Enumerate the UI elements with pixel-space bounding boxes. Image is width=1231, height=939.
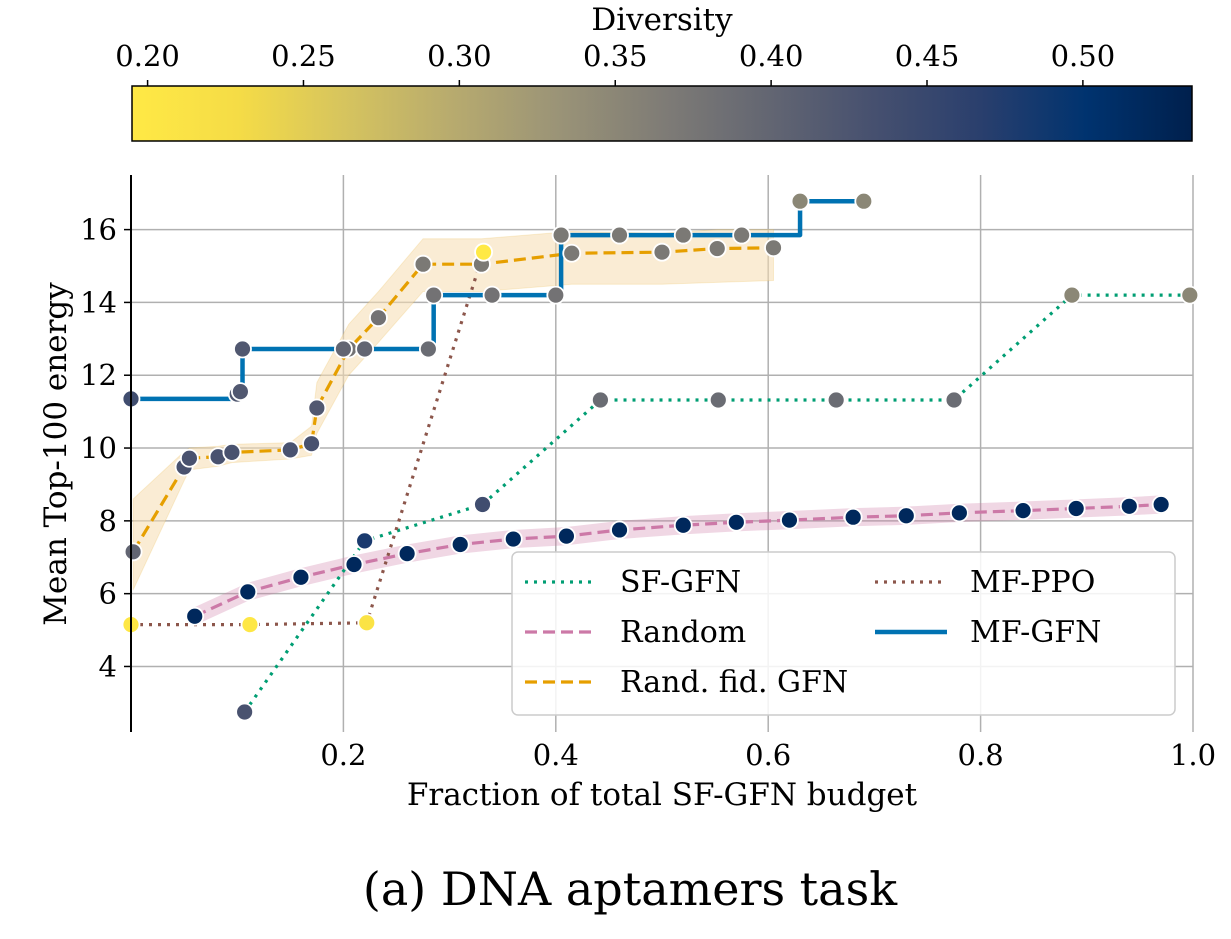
y-tick-label: 8	[99, 504, 117, 538]
legend-label-mf-gfn: MF-GFN	[970, 615, 1101, 650]
mf-gfn-point	[790, 191, 810, 211]
y-axis-title: Mean Top-100 energy	[38, 282, 74, 626]
y-tick-label: 14	[80, 285, 117, 319]
y-tick-labels: 4 6 8 10 12 14 16	[80, 213, 131, 683]
mf-gfn-point	[673, 225, 693, 245]
mf-gfn-point	[333, 339, 353, 359]
series-markers	[121, 191, 1200, 722]
random-point	[1119, 496, 1139, 516]
colorbar-tick-label: 0.35	[583, 39, 648, 73]
legend: SF-GFN Random Rand. fid. GFN MF-PPO MF-GFN	[511, 551, 1176, 716]
mf-gfn-point	[546, 285, 566, 305]
colorbar-tick-label: 0.45	[895, 39, 960, 73]
random-point	[238, 582, 258, 602]
rand-fid-gfn-point	[222, 443, 242, 462]
rand-fid-gfn-point	[562, 243, 582, 263]
sf-gfn-point	[355, 531, 375, 551]
mf-gfn-point	[424, 285, 444, 305]
random-point	[503, 529, 523, 549]
rand-fid-gfn-point	[413, 254, 433, 274]
legend-label-mf-ppo: MF-PPO	[970, 565, 1095, 600]
x-tick-labels: 0.2 0.4 0.6 0.8 1.0	[320, 738, 1216, 772]
sf-gfn-point	[473, 495, 492, 514]
random-point	[1151, 495, 1171, 514]
random-point	[896, 506, 916, 526]
random-point	[557, 526, 576, 546]
mf-gfn-point	[732, 225, 752, 245]
legend-label-rand-fid-gfn: Rand. fid. GFN	[620, 665, 848, 700]
colorbar-ticks: 0.20 0.25 0.30 0.35 0.40 0.45 0.50	[115, 39, 1115, 86]
mf-gfn-point	[233, 339, 252, 359]
sf-gfn-point	[591, 390, 610, 410]
colorbar-tick-label: 0.40	[739, 39, 804, 73]
mf-gfn-point	[418, 339, 438, 359]
random-point	[610, 520, 629, 540]
random-point	[185, 606, 205, 626]
random-point	[344, 555, 364, 574]
sf-gfn-point	[1180, 285, 1200, 305]
x-axis-title: Fraction of total SF-GFN budget	[407, 777, 918, 813]
rand-fid-gfn-point	[707, 239, 727, 258]
x-tick-label: 0.4	[533, 738, 579, 772]
legend-box	[511, 551, 1176, 716]
colorbar-gradient	[131, 85, 1193, 142]
rand-fid-gfn-point	[180, 448, 199, 468]
x-tick-label: 0.2	[320, 738, 366, 772]
rand-fid-gfn-point	[369, 308, 388, 328]
colorbar-tick-label: 0.30	[427, 39, 492, 73]
colorbar-tick-label: 0.50	[1051, 39, 1116, 73]
y-tick-label: 4	[99, 649, 117, 683]
sf-gfn-point	[944, 390, 964, 410]
random-point	[1013, 501, 1033, 521]
sf-gfn-point	[235, 702, 255, 722]
y-tick-label: 12	[80, 358, 117, 392]
mf-ppo-point	[357, 613, 377, 633]
x-tick-label: 1.0	[1170, 738, 1216, 772]
sf-gfn-point	[826, 390, 846, 410]
random-point	[726, 512, 746, 532]
plot-area: 0.2 0.4 0.6 0.8 1.0 4 6 8 10 12 14 16 Fraction of …	[38, 175, 1216, 813]
rand-fid-gfn-point	[123, 542, 143, 562]
rand-fid-gfn-point	[652, 242, 672, 262]
random-point	[949, 503, 969, 523]
random-point	[397, 544, 417, 564]
colorbar-tick-label: 0.20	[115, 39, 180, 73]
mf-gfn-point	[610, 225, 629, 245]
mf-gfn-point	[482, 285, 502, 305]
x-tick-label: 0.6	[745, 738, 791, 772]
random-point	[291, 567, 311, 587]
y-tick-label: 10	[80, 431, 117, 465]
legend-label-sf-gfn: SF-GFN	[620, 565, 741, 600]
y-tick-label: 16	[80, 213, 117, 247]
x-tick-label: 0.8	[958, 738, 1004, 772]
sf-gfn-point	[708, 390, 728, 410]
colorbar: Diversity 0.20 0.25 0.30 0.35 0.40 0.45 0.50	[115, 2, 1193, 142]
mf-gfn-point	[854, 191, 874, 211]
random-point	[1066, 499, 1086, 518]
mf-ppo-point	[474, 242, 493, 262]
legend-label-random: Random	[620, 615, 746, 650]
mf-gfn-point	[551, 225, 571, 245]
random-point	[673, 515, 693, 535]
sf-gfn-point	[1062, 285, 1082, 305]
mf-ppo-point	[240, 615, 260, 635]
y-tick-label: 6	[99, 577, 117, 611]
rand-fid-gfn-point	[280, 440, 300, 460]
figure-caption: (a) DNA aptamers task	[363, 862, 898, 916]
rand-fid-gfn-point	[302, 434, 321, 454]
rand-fid-gfn-point	[307, 398, 327, 418]
mf-gfn-point	[230, 382, 250, 402]
random-point	[450, 535, 470, 554]
random-point	[843, 507, 863, 527]
colorbar-label: Diversity	[591, 2, 733, 38]
rand-fid-gfn-band	[132, 229, 775, 591]
colorbar-tick-label: 0.25	[271, 39, 336, 73]
random-point	[780, 510, 799, 530]
rand-fid-gfn-point	[764, 238, 783, 258]
mf-gfn-point	[355, 339, 375, 359]
